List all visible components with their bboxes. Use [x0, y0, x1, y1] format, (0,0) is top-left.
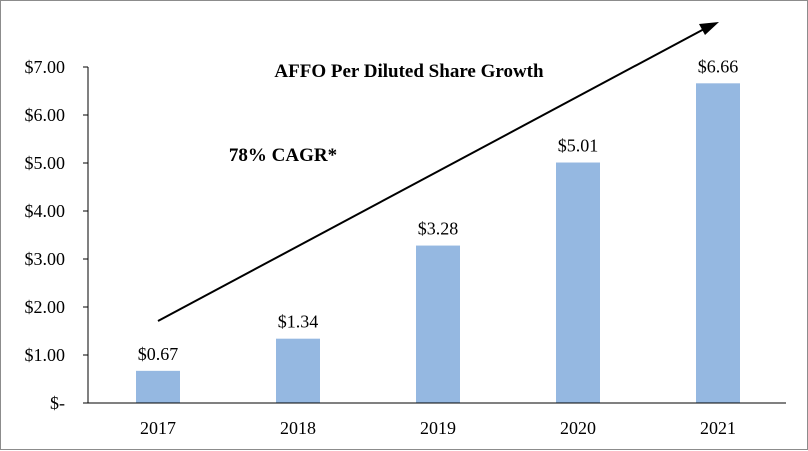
- y-tick-label: $5.00: [25, 153, 66, 173]
- bar-2018: [276, 338, 320, 403]
- trend-arrow-line: [157, 27, 707, 322]
- bars: [136, 83, 740, 403]
- x-tick-label: 2019: [420, 418, 456, 438]
- trend-arrow: [157, 22, 719, 322]
- x-tick-label: 2017: [140, 418, 176, 438]
- data-label-2017: $0.67: [138, 344, 179, 364]
- bar-2020: [556, 162, 600, 403]
- data-labels: $0.67 $1.34 $3.28 $5.01 $6.66: [138, 56, 739, 364]
- bar-2017: [136, 370, 180, 403]
- data-label-2018: $1.34: [278, 312, 319, 332]
- data-label-2021: $6.66: [698, 56, 739, 76]
- y-axis: $- $1.00 $2.00 $3.00 $4.00 $5.00 $6.00 $7.00: [25, 57, 89, 413]
- y-tick-label: $1.00: [25, 345, 66, 365]
- trend-arrow-head: [699, 22, 719, 35]
- y-tick-label: $3.00: [25, 249, 66, 269]
- y-tick-label: $-: [50, 393, 65, 413]
- x-tick-label: 2020: [560, 418, 596, 438]
- data-label-2019: $3.28: [418, 219, 459, 239]
- x-tick-label: 2021: [700, 418, 736, 438]
- y-tick-label: $7.00: [25, 57, 66, 77]
- y-tick-label: $2.00: [25, 297, 66, 317]
- cagr-annotation: 78% CAGR*: [229, 145, 337, 166]
- data-label-2020: $5.01: [558, 136, 599, 156]
- y-tick-label: $6.00: [25, 105, 66, 125]
- x-axis: 2017 2018 2019 2020 2021: [88, 402, 786, 438]
- bar-2021: [696, 83, 740, 403]
- y-tick-label: $4.00: [25, 201, 66, 221]
- bar-2019: [416, 245, 460, 403]
- chart-title: AFFO Per Diluted Share Growth: [274, 61, 544, 82]
- x-tick-label: 2018: [280, 418, 316, 438]
